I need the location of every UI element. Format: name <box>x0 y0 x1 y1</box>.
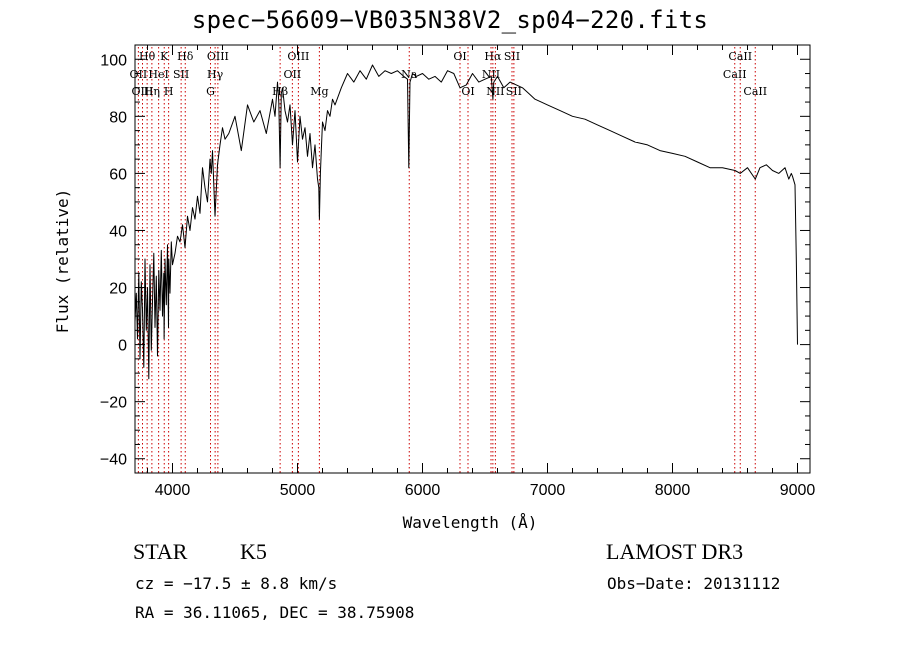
flux-line <box>134 64 798 380</box>
object-subclass: K5 <box>240 539 267 564</box>
y-tick-label: 100 <box>100 52 127 69</box>
line-marker-label: SII <box>506 85 522 98</box>
line-marker-label: SII <box>504 50 520 63</box>
line-marker-label: CaII <box>743 85 767 98</box>
x-tick-label: 5000 <box>280 482 316 499</box>
redshift-velocity: cz = −17.5 ± 8.8 km/s <box>135 574 338 593</box>
line-marker-label: Hα <box>484 50 502 63</box>
line-marker-label: OI <box>461 85 474 98</box>
line-marker-label: OI <box>453 50 466 63</box>
x-tick-label: 6000 <box>405 482 441 499</box>
x-tick-label: 9000 <box>780 482 816 499</box>
y-tick-label: −40 <box>100 452 127 469</box>
y-tick-label: 40 <box>109 223 127 240</box>
y-tick-label: 60 <box>109 166 127 183</box>
chart-title: spec−56609−VB035N38V2_sp04−220.fits <box>191 6 709 34</box>
x-axis-label: Wavelength (Å) <box>403 513 538 532</box>
x-tick-label: 7000 <box>530 482 566 499</box>
line-marker-label: OIII <box>207 50 229 63</box>
line-marker-label: Hγ <box>207 68 224 81</box>
line-marker-label: G <box>206 85 215 98</box>
x-tick-label: 8000 <box>655 482 691 499</box>
x-tick-label: 4000 <box>155 482 191 499</box>
line-marker-label: Na <box>401 68 418 81</box>
line-marker-label: OII <box>284 68 302 81</box>
observation-date: Obs−Date: 20131112 <box>607 574 781 593</box>
line-marker-label: OII <box>130 68 148 81</box>
line-marker-label: H <box>164 85 174 98</box>
y-axis-label: Flux (relative) <box>53 189 72 334</box>
line-marker-label: NII <box>486 85 504 98</box>
line-marker-label: OIII <box>287 50 309 63</box>
survey-name: LAMOST DR3 <box>606 539 744 564</box>
plot-frame <box>134 44 811 474</box>
y-tick-label: 0 <box>118 338 127 355</box>
y-tick-label: −20 <box>100 395 127 412</box>
object-class: STAR <box>133 539 188 564</box>
line-marker-label: CaII <box>728 50 752 63</box>
line-marker-label: K <box>160 50 169 63</box>
line-marker-label: Hδ <box>177 50 194 63</box>
line-marker-label: Mg <box>310 85 328 98</box>
line-marker-label: Hη <box>144 85 160 98</box>
line-marker-label: HeI <box>148 68 168 81</box>
y-tick-label: 80 <box>109 109 127 126</box>
sky-coordinates: RA = 36.11065, DEC = 38.75908 <box>135 603 415 622</box>
line-marker-label: Hβ <box>272 85 288 98</box>
line-marker-label: CaII <box>723 68 747 81</box>
line-marker-label: Hθ <box>139 50 156 63</box>
line-marker-label: SII <box>173 68 189 81</box>
axis-ticks: 4000 5000 6000 7000 8000 9000 −40 −20 0 20 40 60 80 1… <box>100 44 816 499</box>
y-tick-label: 20 <box>109 281 127 298</box>
